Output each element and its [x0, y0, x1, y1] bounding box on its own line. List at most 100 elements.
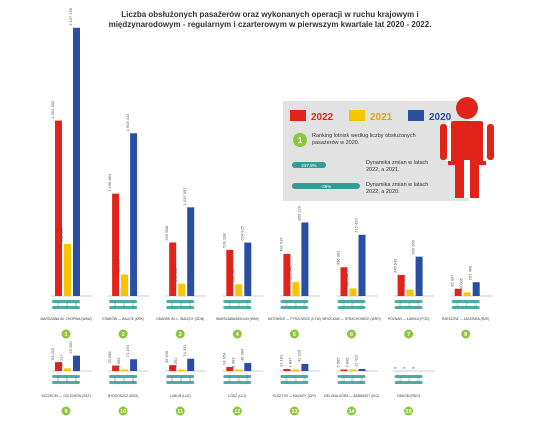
- bar-value-label: 3 137 229: [68, 7, 73, 26]
- bar-value-label: 1 837: [287, 357, 292, 368]
- year-tick-label: 2022: [399, 376, 403, 383]
- bar-value-label: 42 929: [296, 349, 301, 362]
- legend-pill-2-text-2: 2022, a 2020.: [366, 189, 400, 195]
- dynamics-pill: [166, 300, 195, 303]
- rank-number: 11: [177, 409, 183, 415]
- bar-2020: [415, 256, 423, 296]
- bar-2022: [454, 288, 462, 296]
- legend-pill-1-value: 237,9%: [301, 163, 316, 168]
- bar-2021: [292, 369, 300, 371]
- dynamics-pill: [52, 375, 80, 378]
- bar-2021: [463, 292, 471, 296]
- rank-badge: [175, 329, 185, 339]
- year-tick-label: 2022: [227, 376, 231, 383]
- year-tick-label: 2020: [360, 376, 364, 383]
- year-tick-label: 2022: [284, 376, 288, 383]
- airport-name: OLSZTYN — MAZURY (SZY): [273, 394, 317, 398]
- bar-2022: [55, 120, 62, 296]
- rank-number: 12: [234, 409, 240, 415]
- bar-2021: [121, 369, 129, 371]
- rank-number: 10: [120, 409, 126, 415]
- dynamics-pill: [451, 300, 480, 303]
- bar-2021: [292, 282, 300, 296]
- dynamics-pill: [166, 306, 195, 309]
- rank-badge: [289, 329, 299, 339]
- bar-value-label: 93 200: [68, 341, 73, 354]
- year-tick-label: 2021: [122, 376, 126, 383]
- year-tick-label: 2020: [74, 301, 78, 308]
- bar-value-label: 85 037: [450, 274, 455, 287]
- person-head-icon: [456, 97, 478, 119]
- dynamics-pill: [394, 306, 423, 309]
- year-tick-label: 2021: [465, 301, 469, 308]
- bar-value-label: 24 654: [221, 352, 226, 365]
- year-tick-label: 2020: [74, 376, 78, 383]
- person-left-arm-icon: [440, 124, 447, 160]
- bar-2022: [169, 365, 177, 371]
- bar-2022: [112, 365, 120, 371]
- year-tick-label: 2021: [179, 301, 183, 308]
- bar-2022: [226, 249, 234, 296]
- bar-value-label: 35 550: [164, 350, 169, 363]
- airport-name: ŁÓDŹ (LCJ): [228, 393, 246, 398]
- rank-number: 15: [406, 409, 412, 415]
- dynamics-pill: [166, 375, 195, 378]
- rank-badge: [118, 406, 128, 416]
- legend-pill-1-text: Dynamika zmian w latach: [366, 160, 428, 166]
- legend-pill-1: [292, 162, 326, 168]
- airport-name: RZESZÓW — JASIONKA (RZE): [442, 316, 489, 321]
- bar-value-label: 715 423: [354, 218, 359, 233]
- year-tick-label: 2020: [131, 376, 135, 383]
- rank-badge: [404, 406, 414, 416]
- bar-value-label: 54 016: [50, 347, 55, 360]
- bar-2021: [64, 368, 71, 371]
- year-tick-label: 2022: [399, 301, 403, 308]
- rank-badge: [118, 329, 128, 339]
- rank-badge: [61, 406, 71, 416]
- bar-value-label: 251 277: [116, 257, 121, 272]
- dynamics-pill: [166, 381, 195, 384]
- year-tick-label: 2022: [113, 376, 117, 383]
- rank-badge: [461, 329, 471, 339]
- bar-value-label: 492 515: [278, 237, 283, 252]
- bar-value-label: 75 095: [402, 275, 407, 288]
- person-arm-gap-left: [446, 121, 451, 161]
- bar-value-label: 0: [402, 366, 407, 369]
- rank-number: 4: [236, 332, 240, 338]
- dynamics-pill: [337, 375, 366, 378]
- rank-number: 7: [407, 332, 410, 338]
- bar-value-label: 336 301: [336, 250, 341, 265]
- bar-value-label: 136 947: [230, 267, 235, 282]
- bar-2020: [73, 27, 80, 297]
- legend-rank-number: 1: [298, 136, 303, 145]
- dynamics-pill: [223, 300, 252, 303]
- bar-2020: [244, 242, 252, 296]
- bar-2021: [64, 243, 71, 296]
- year-tick-label: 2020: [245, 376, 249, 383]
- rank-badge: [232, 329, 242, 339]
- bar-2022: [340, 369, 348, 371]
- year-tick-label: 2022: [456, 301, 460, 308]
- bar-value-label: 48 984: [239, 348, 244, 361]
- airport-name: BYDGOSZCZ (BZG): [108, 394, 138, 398]
- bar-2022: [283, 253, 291, 296]
- year-tick-label: 2022: [170, 376, 174, 383]
- rank-badge: [347, 329, 356, 339]
- person-leg-gap: [464, 160, 470, 198]
- bar-value-label: 12 181: [278, 354, 283, 367]
- rank-number: 9: [64, 409, 67, 415]
- year-tick-label: 2020: [302, 376, 306, 383]
- rank-number: 6: [350, 332, 353, 338]
- bar-2022: [226, 366, 234, 371]
- bar-value-label: 624 925: [239, 225, 244, 240]
- bar-2020: [244, 362, 252, 371]
- dynamics-pill: [394, 300, 423, 303]
- bar-value-label: 4 252: [173, 357, 178, 368]
- bar-value-label: 625 688: [164, 225, 169, 240]
- bar-value-label: 6 965: [336, 357, 341, 368]
- year-tick-label: 2021: [293, 301, 297, 308]
- dynamics-pill: [337, 381, 366, 384]
- rank-badge: [232, 406, 242, 416]
